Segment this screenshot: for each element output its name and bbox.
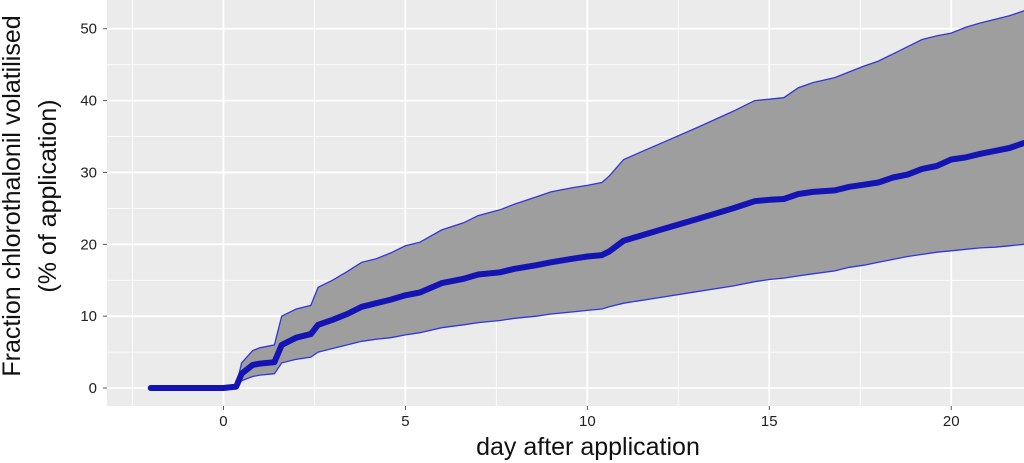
x-tick-label: 10 [579, 413, 596, 430]
x-axis-title: day after application [476, 433, 700, 461]
y-tick-label: 0 [89, 380, 97, 397]
y-axis-ticks: 0 10 20 30 40 50 [80, 21, 107, 397]
y-tick-label: 10 [80, 308, 97, 325]
y-axis-title-line-1: Fraction chlorothalonil volatilised [0, 15, 26, 376]
x-tick-label: 15 [761, 413, 778, 430]
y-axis-title: Fraction chlorothalonil volatilised (% o… [0, 15, 62, 376]
uncertainty-band [150, 10, 1024, 389]
y-tick-label: 30 [80, 164, 97, 181]
lower-bound-line [150, 243, 1024, 389]
median-line [147, 140, 1024, 391]
x-tick-label: 5 [401, 413, 409, 430]
upper-bound-line [150, 10, 1024, 389]
x-axis-ticks: 0 5 10 15 20 [219, 406, 960, 430]
y-tick-label: 20 [80, 236, 97, 253]
x-tick-label: 0 [219, 413, 227, 430]
y-tick-label: 40 [80, 93, 97, 110]
y-tick-label: 50 [80, 21, 97, 38]
x-tick-label: 20 [943, 413, 960, 430]
y-axis-title-line-2: (% of application) [34, 99, 62, 292]
